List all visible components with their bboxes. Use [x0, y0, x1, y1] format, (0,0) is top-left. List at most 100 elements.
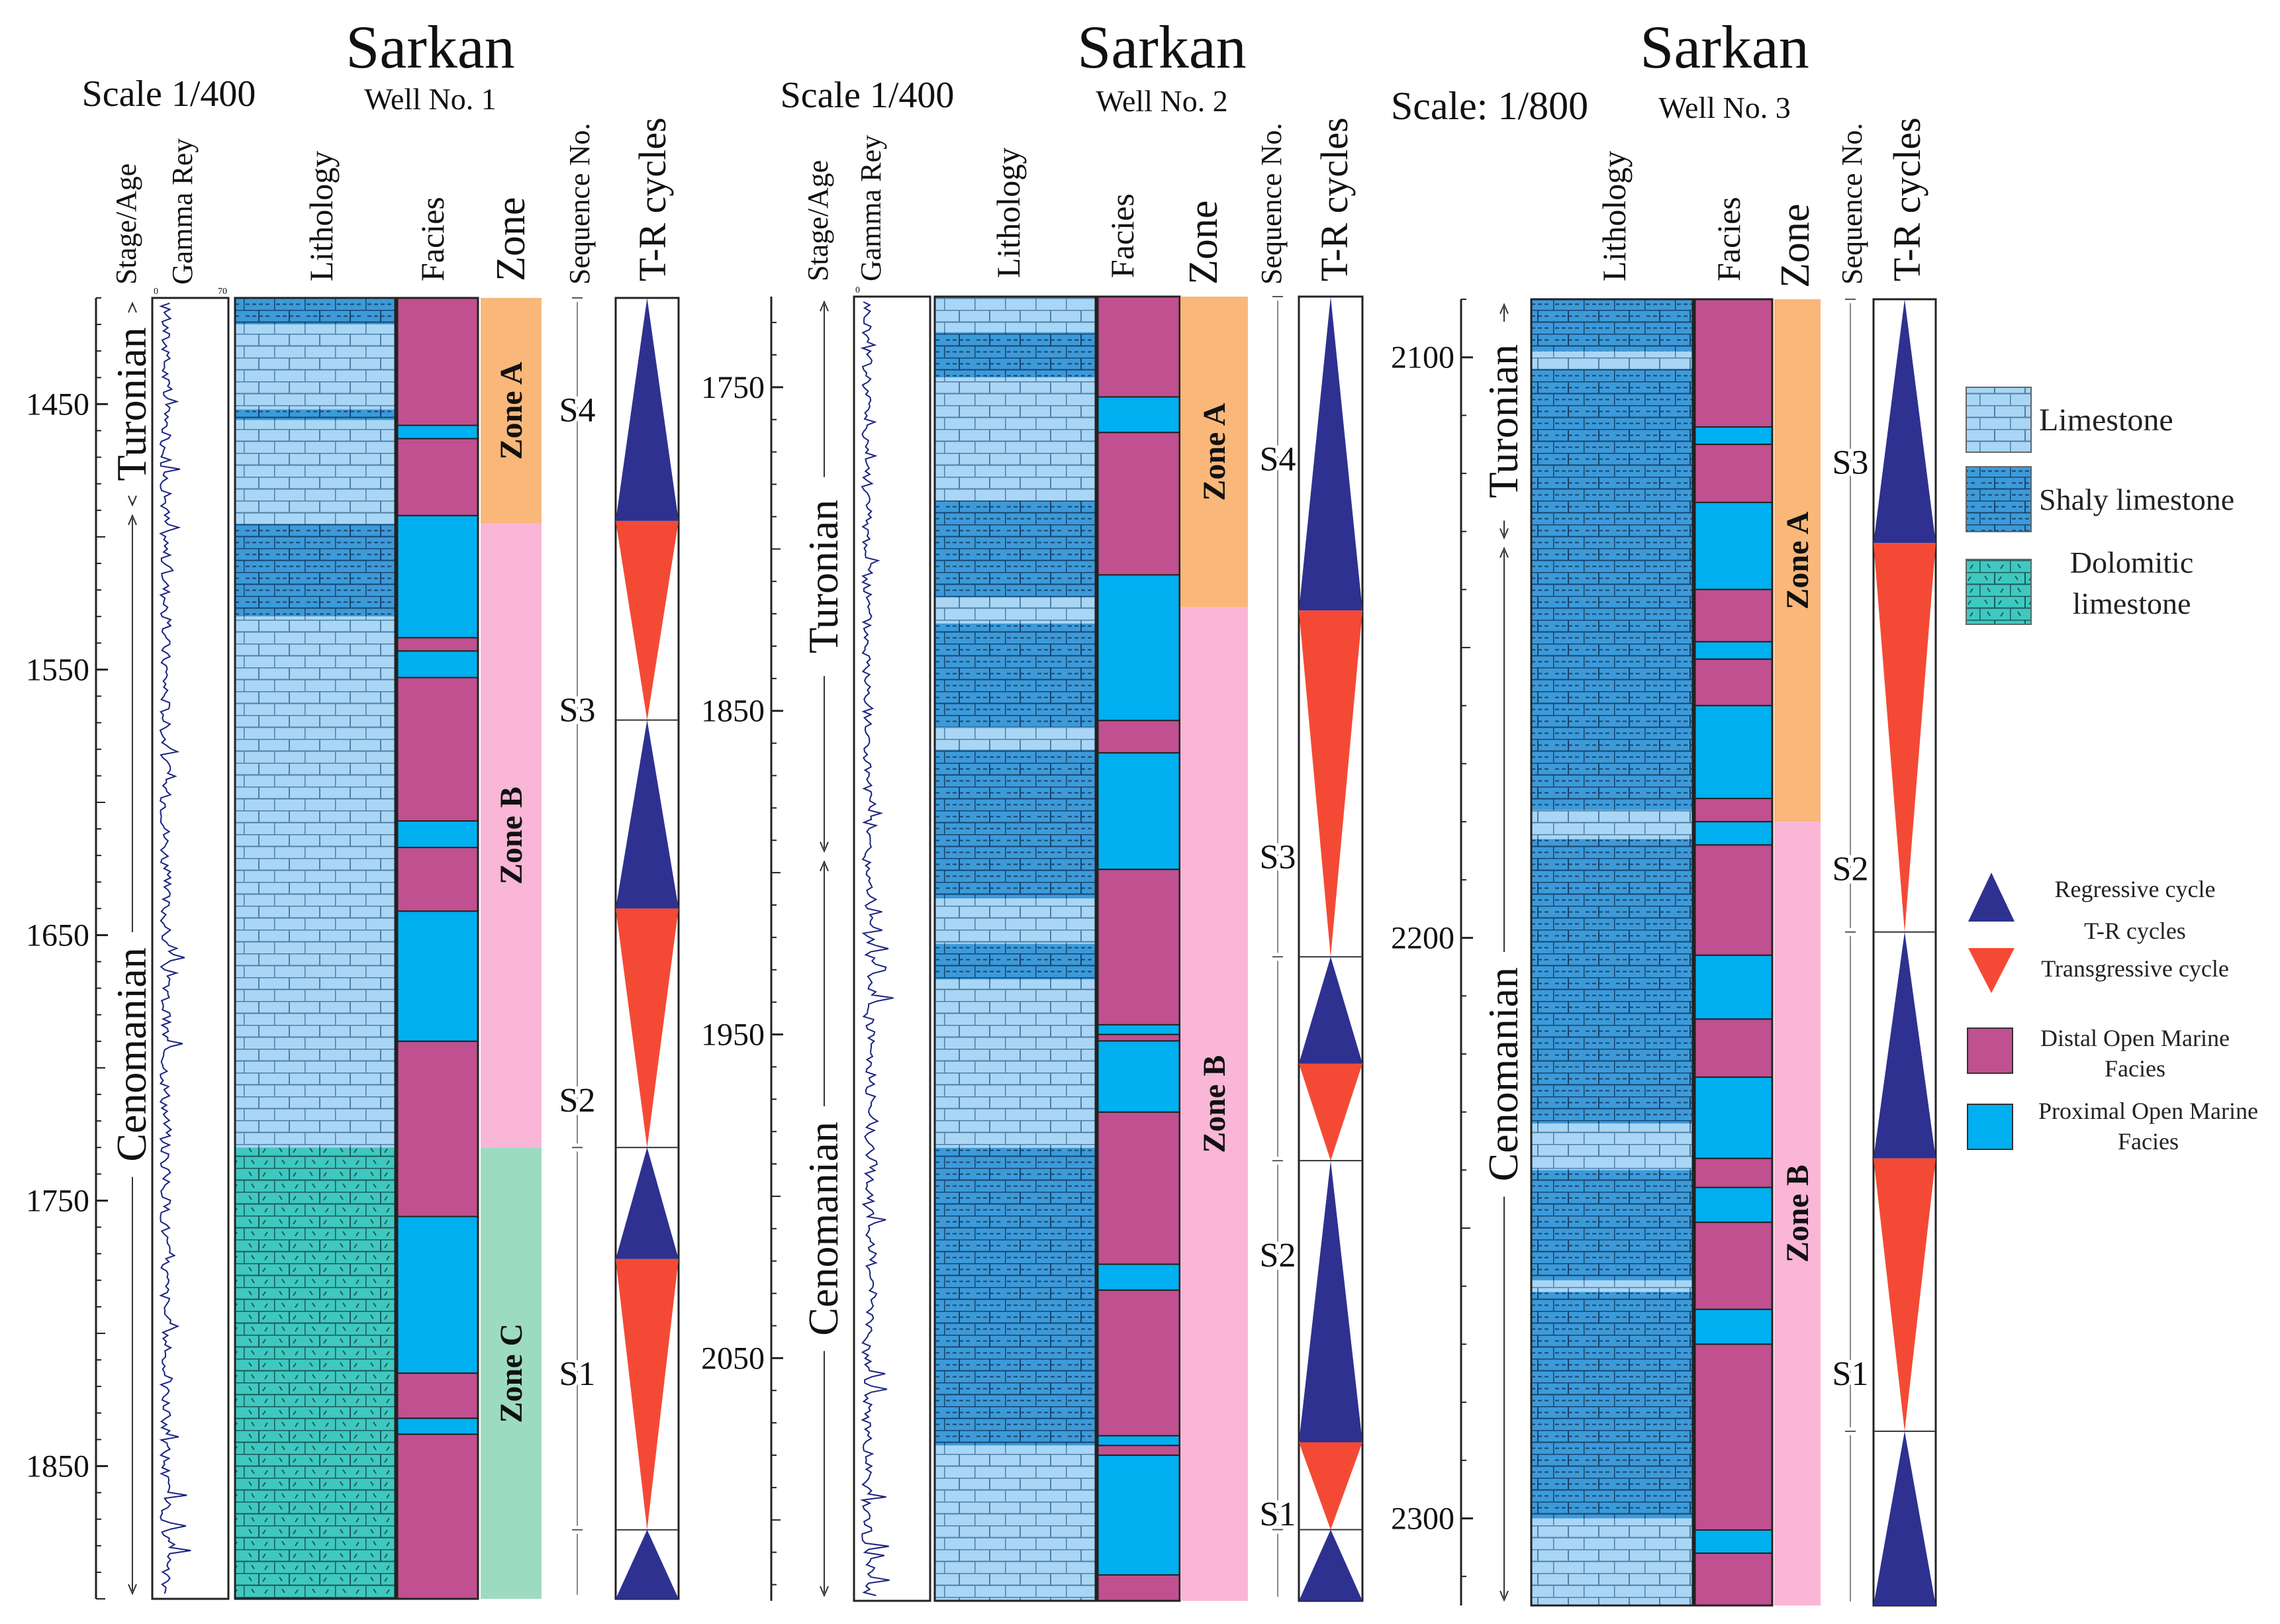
depth-tick-label: 1750 — [26, 1183, 89, 1218]
lithology-bed-limestone — [935, 1445, 1096, 1601]
well-2-header-sequence: Sequence No. — [1255, 123, 1288, 285]
gamma-range-label: 0 — [154, 287, 158, 297]
lithology-border — [234, 297, 397, 1600]
zone-label: Zone A — [1197, 403, 1232, 501]
facies-interval-proximal — [1097, 1435, 1180, 1447]
legend-transgressive-icon — [1968, 948, 2015, 993]
legend-label-tr-cycles: T-R cycles — [2084, 918, 2186, 944]
legend: Limestone Shaly limestone Dolomitic limes… — [1966, 387, 2258, 1155]
well-3-header-zone: Zone — [1773, 204, 1818, 288]
tr-cycle-regressive — [616, 1147, 679, 1259]
well-3-tr-cycles-column — [1872, 298, 1937, 1607]
well-2-header-lithology: Lithology — [990, 148, 1027, 278]
well-2-tr-cycles-column — [1298, 295, 1364, 1602]
stage-arrow-top — [1499, 546, 1509, 558]
stage-arrow-bottom — [820, 1586, 829, 1598]
well-3-sequence-column: S3 S2 S1 — [1829, 299, 1872, 1601]
lithology-bed-limestone — [235, 420, 395, 524]
well-1-depth-axis: 1450 1550 1650 1750 1850 — [26, 297, 108, 1600]
facies-interval-proximal — [1694, 1308, 1773, 1345]
facies-interval-distal — [1694, 1157, 1773, 1188]
tr-cycle-regressive — [1299, 297, 1362, 611]
gamma-range-label: 70 — [218, 287, 227, 297]
stage-arrow-bottom — [820, 841, 829, 853]
sequence-label: S1 — [559, 1355, 596, 1393]
lithology-bed-shaly — [1531, 299, 1693, 352]
well-3-title: Sarkan — [1640, 13, 1809, 81]
sequence-label: S4 — [1260, 440, 1296, 478]
well-2-header-stage: Stage/Age — [802, 160, 834, 281]
facies-interval-proximal — [397, 1417, 479, 1435]
legend-swatch-proximal — [1967, 1104, 2013, 1150]
lithology-bed-limestone — [1531, 1123, 1693, 1170]
gamma-track — [853, 295, 931, 1602]
tr-cycle-regressive — [1874, 299, 1936, 544]
well-2-header-zone: Zone — [1181, 201, 1226, 285]
lithology-border — [933, 295, 1097, 1602]
facies-interval-distal — [1097, 720, 1180, 754]
tr-cycle-regressive — [616, 298, 679, 521]
tr-cycle-transgressive — [616, 520, 679, 720]
depth-tick-label: 2100 — [1391, 340, 1454, 375]
tr-cycle-transgressive — [616, 1259, 679, 1530]
legend-label-proximal: Proximal Open Marine Facies — [2038, 1098, 2258, 1155]
facies-interval-distal — [1694, 589, 1773, 643]
facies-interval-proximal — [397, 1216, 479, 1374]
lithology-bed-dolomitic — [235, 1147, 395, 1599]
facies-interval-proximal — [397, 910, 479, 1042]
lithology-bed-limestone — [1531, 1280, 1693, 1292]
stage-arrow-bottom — [128, 495, 137, 507]
well-2-header-gamma: Gamma Rey — [855, 135, 887, 281]
facies-interval-proximal — [1097, 752, 1180, 871]
facies-interval-distal — [1097, 1289, 1180, 1437]
well-2-title: Sarkan — [1077, 13, 1246, 81]
depth-tick-label: 1550 — [26, 652, 89, 687]
facies-interval-proximal — [1097, 574, 1180, 722]
facies-interval-distal — [1097, 869, 1180, 1026]
stage-arrow-bottom — [128, 1584, 137, 1596]
stage-arrow-top — [1499, 303, 1509, 314]
zone-band — [1180, 297, 1248, 608]
zone-label: Zone B — [1197, 1055, 1232, 1153]
legend-regressive-icon — [1968, 873, 2015, 922]
lithology-bed-limestone — [935, 979, 1096, 1148]
legend-label-regressive: Regressive cycle — [2055, 876, 2216, 902]
tr-cycle-transgressive — [1299, 1442, 1362, 1530]
lithology-bed-limestone — [935, 597, 1096, 624]
zone-label: Zone C — [494, 1323, 529, 1423]
stage-label: Cenomanian — [1480, 967, 1527, 1181]
facies-interval-distal — [1097, 1111, 1180, 1265]
sequence-label: S2 — [1832, 850, 1869, 888]
well-2-header-facies: Facies — [1104, 193, 1141, 278]
well-1-header-tr: T-R cycles — [631, 117, 674, 281]
well-2-facies-column — [1096, 295, 1181, 1602]
facies-interval-proximal — [1694, 1186, 1773, 1223]
facies-interval-proximal — [1097, 396, 1180, 434]
well-3-header-sequence: Sequence No. — [1836, 123, 1868, 285]
stage-label: Turonian — [1480, 344, 1527, 498]
well-2-header-tr: T-R cycles — [1313, 117, 1356, 281]
facies-interval-proximal — [1694, 426, 1773, 446]
depth-tick-label: 2200 — [1391, 921, 1454, 956]
depth-tick-label: 1850 — [26, 1449, 89, 1484]
stage-arrow-bottom — [1499, 528, 1509, 540]
lithology-bed-shaly — [935, 943, 1096, 980]
zone-label: Zone A — [1780, 511, 1815, 609]
sequence-label: S3 — [559, 692, 596, 730]
well-2-header: Sarkan Well No. 2 Scale 1/400 Stage/Age … — [781, 13, 1356, 285]
lithology-bed-limestone — [935, 297, 1096, 332]
facies-interval-proximal — [1097, 1263, 1180, 1291]
lithology-bed-limestone — [235, 324, 395, 410]
well-3-scale: Scale: 1/800 — [1391, 84, 1588, 128]
well-2-gamma-ray: 0 — [853, 285, 931, 1602]
depth-tick-label: 1850 — [701, 694, 765, 729]
sequence-label: S3 — [1260, 839, 1296, 877]
well-1-zone-column: Zone A Zone B Zone C — [481, 298, 542, 1599]
depth-tick-label: 1450 — [26, 387, 89, 422]
facies-interval-proximal — [1694, 501, 1773, 591]
well-1-header-sequence: Sequence No. — [563, 123, 596, 285]
lithology-bed-limestone — [935, 898, 1096, 944]
well-3-header-facies: Facies — [1710, 197, 1747, 281]
